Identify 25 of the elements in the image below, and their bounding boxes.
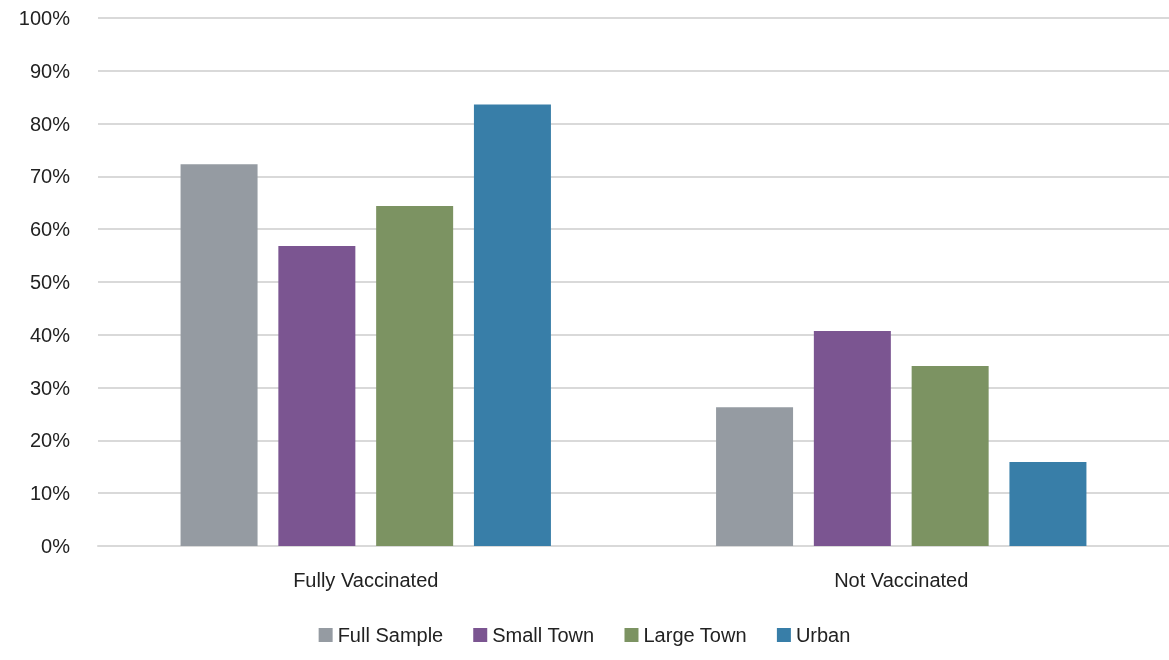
y-tick-label: 10%	[29, 482, 71, 505]
y-tick-label: 60%	[29, 218, 71, 241]
bar	[716, 407, 794, 546]
y-tick-label: 30%	[29, 376, 71, 399]
y-tick-label: 50%	[29, 271, 71, 293]
y-tick-label: 20%	[29, 429, 71, 452]
legend-label: Large Town	[643, 624, 747, 646]
bar	[376, 205, 454, 546]
y-tick-label: 0%	[41, 535, 71, 557]
x-tick-label: Fully Vaccinated	[293, 569, 439, 591]
legend-label: Urban	[795, 624, 851, 646]
y-tick-label: 100%	[18, 7, 71, 29]
bar	[278, 246, 356, 546]
y-tick-label: 90%	[29, 59, 71, 82]
y-tick-label: 40%	[29, 323, 71, 346]
bar	[1009, 462, 1087, 546]
y-tick-label: 70%	[29, 165, 71, 188]
x-tick-label: Not Vaccinated	[834, 569, 969, 591]
bar	[813, 331, 891, 546]
legend-label: Full Sample	[337, 624, 444, 646]
bar	[473, 104, 551, 546]
bar	[180, 164, 258, 546]
y-tick-label: 80%	[29, 112, 71, 135]
bar	[911, 365, 989, 546]
legend-label: Small Town	[492, 624, 595, 646]
